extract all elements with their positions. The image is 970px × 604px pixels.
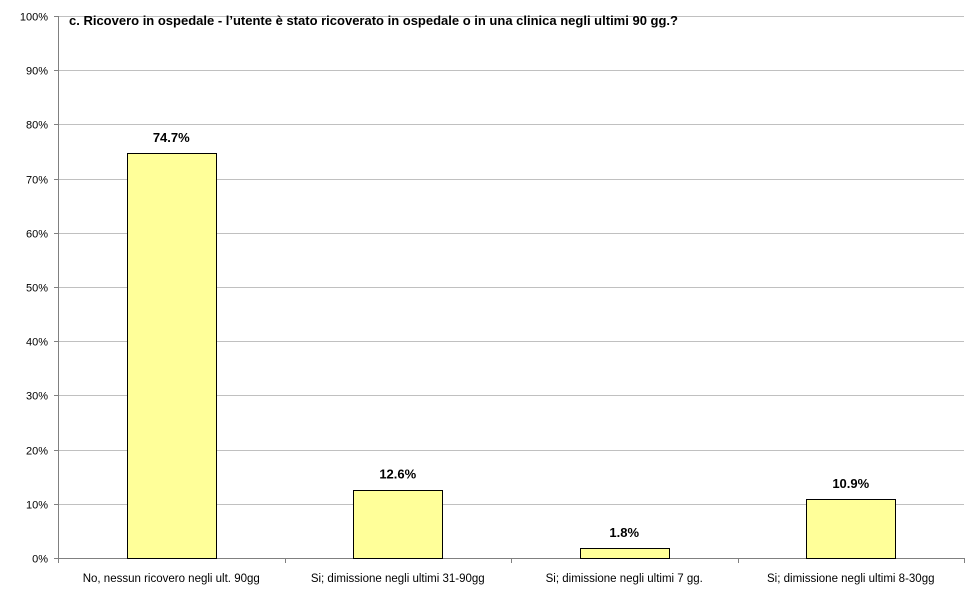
data-label: 12.6% — [379, 467, 416, 482]
y-tick-label: 60% — [26, 229, 48, 241]
y-tick-label: 70% — [26, 175, 48, 187]
data-label: 1.8% — [609, 525, 639, 540]
bars — [127, 153, 896, 559]
y-tick-label: 80% — [26, 120, 48, 132]
bar — [580, 548, 670, 559]
y-tick-label: 90% — [26, 66, 48, 78]
y-tick-label: 40% — [26, 337, 48, 349]
category-labels: No, nessun ricovero negli ult. 90gg Si; d… — [83, 573, 935, 585]
data-label: 10.9% — [832, 476, 869, 491]
bar — [127, 153, 217, 559]
y-tick-label: 30% — [26, 391, 48, 403]
data-labels: 74.7% 12.6% 1.8% 10.9% — [153, 130, 870, 540]
bar — [353, 490, 443, 559]
y-tick-label: 0% — [32, 554, 48, 566]
y-tick-label: 10% — [26, 500, 48, 512]
y-tick-label: 20% — [26, 446, 48, 458]
data-label: 74.7% — [153, 130, 190, 145]
x-category-label: Si; dimissione negli ultimi 31-90gg — [311, 573, 485, 585]
bar — [806, 499, 896, 559]
y-tick-label: 50% — [26, 283, 48, 295]
chart-title: c. Ricovero in ospedale - l’utente è sta… — [69, 13, 678, 28]
x-category-label: No, nessun ricovero negli ult. 90gg — [83, 573, 260, 585]
x-category-label: Si; dimissione negli ultimi 7 gg. — [546, 573, 703, 585]
x-category-label: Si; dimissione negli ultimi 8-30gg — [767, 573, 934, 585]
y-tick-label: 100% — [20, 12, 48, 24]
